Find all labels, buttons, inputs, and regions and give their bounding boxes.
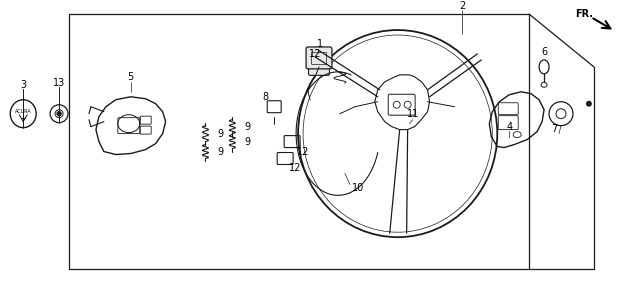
Text: 12: 12: [297, 146, 309, 157]
Text: 9: 9: [244, 122, 250, 132]
Text: 10: 10: [352, 183, 364, 193]
Text: 1: 1: [317, 39, 323, 49]
Text: 13: 13: [53, 78, 65, 88]
Circle shape: [57, 112, 61, 116]
Text: 11: 11: [406, 109, 419, 119]
Text: ACURA: ACURA: [15, 109, 31, 114]
Circle shape: [586, 101, 592, 107]
Text: 12: 12: [309, 49, 321, 59]
Text: 2: 2: [460, 1, 465, 11]
Text: 4: 4: [506, 122, 512, 132]
Text: 6: 6: [541, 47, 547, 57]
Text: 3: 3: [20, 80, 26, 90]
Text: 9: 9: [244, 137, 250, 147]
Text: 9: 9: [218, 129, 223, 139]
Text: 7: 7: [551, 124, 557, 134]
FancyBboxPatch shape: [308, 58, 330, 75]
Text: 8: 8: [262, 92, 268, 102]
Text: 12: 12: [289, 164, 301, 173]
FancyBboxPatch shape: [306, 47, 332, 69]
Text: 9: 9: [218, 146, 223, 157]
Text: FR.: FR.: [575, 9, 593, 19]
Text: 5: 5: [127, 72, 134, 82]
